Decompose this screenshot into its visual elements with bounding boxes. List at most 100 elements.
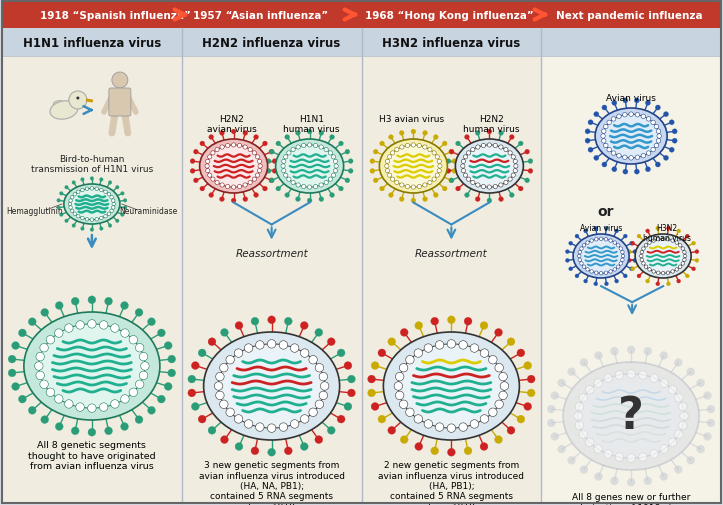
Circle shape [527, 389, 535, 397]
Circle shape [518, 142, 523, 146]
Circle shape [675, 430, 683, 439]
Circle shape [517, 349, 525, 357]
Circle shape [255, 423, 264, 431]
Circle shape [576, 402, 583, 411]
Circle shape [461, 160, 466, 164]
Circle shape [234, 415, 243, 423]
Circle shape [480, 322, 488, 330]
Circle shape [627, 454, 636, 463]
Circle shape [435, 341, 444, 349]
Circle shape [525, 179, 529, 183]
Circle shape [480, 349, 489, 358]
Circle shape [487, 143, 492, 148]
Circle shape [388, 135, 393, 140]
Circle shape [594, 473, 602, 480]
Circle shape [677, 229, 680, 233]
Circle shape [72, 427, 79, 435]
Circle shape [675, 359, 683, 367]
Circle shape [644, 244, 648, 247]
Circle shape [368, 375, 375, 383]
Circle shape [121, 302, 129, 310]
Circle shape [268, 448, 275, 456]
Circle shape [681, 262, 685, 266]
Circle shape [579, 394, 588, 402]
Circle shape [100, 321, 108, 330]
Circle shape [654, 125, 659, 129]
Circle shape [337, 349, 345, 357]
Circle shape [268, 340, 276, 348]
Circle shape [692, 267, 696, 271]
Circle shape [266, 169, 271, 174]
Text: Avian virus: Avian virus [606, 94, 656, 103]
Circle shape [432, 178, 436, 182]
Circle shape [285, 135, 290, 140]
Circle shape [87, 404, 96, 413]
Circle shape [464, 318, 472, 326]
Circle shape [646, 118, 651, 122]
Circle shape [81, 178, 84, 182]
Circle shape [255, 341, 264, 349]
Circle shape [46, 388, 55, 397]
Circle shape [599, 272, 603, 275]
Circle shape [574, 412, 582, 420]
Circle shape [675, 241, 678, 245]
Text: Neuraminidase: Neuraminidase [119, 206, 178, 215]
Circle shape [604, 272, 608, 275]
Circle shape [226, 144, 230, 148]
Circle shape [612, 118, 616, 122]
Circle shape [345, 179, 350, 183]
Text: 2 new genetic segments from
avian influenza virus introduced
(HA, PB1);
containe: 2 new genetic segments from avian influe… [378, 461, 524, 505]
Circle shape [557, 379, 565, 387]
Circle shape [664, 113, 669, 118]
Circle shape [667, 227, 670, 231]
Circle shape [594, 238, 598, 241]
Circle shape [12, 342, 20, 350]
Circle shape [628, 259, 631, 263]
Circle shape [424, 420, 432, 428]
Circle shape [68, 203, 72, 207]
Circle shape [226, 185, 230, 189]
Circle shape [395, 391, 404, 400]
Text: 1918 “Spanish influenza”: 1918 “Spanish influenza” [40, 11, 191, 21]
Ellipse shape [46, 331, 139, 402]
Circle shape [85, 188, 89, 191]
Circle shape [615, 371, 623, 379]
Circle shape [276, 187, 281, 191]
Circle shape [588, 148, 593, 153]
Circle shape [348, 389, 355, 397]
Circle shape [237, 144, 241, 148]
Circle shape [423, 131, 427, 136]
Circle shape [471, 181, 475, 185]
Circle shape [399, 197, 404, 202]
Circle shape [28, 318, 36, 326]
Circle shape [378, 349, 386, 357]
Ellipse shape [641, 239, 685, 274]
Circle shape [309, 356, 317, 364]
Text: H1N1
human virus: H1N1 human virus [283, 115, 340, 134]
Ellipse shape [70, 189, 114, 220]
Circle shape [666, 272, 669, 275]
Circle shape [656, 238, 660, 241]
Circle shape [371, 362, 379, 370]
Circle shape [296, 183, 300, 188]
Circle shape [103, 215, 107, 219]
Circle shape [642, 247, 645, 251]
Circle shape [188, 389, 196, 397]
Circle shape [338, 142, 343, 146]
Bar [181, 57, 362, 503]
Circle shape [459, 423, 468, 431]
Text: H3 avian virus: H3 avian virus [379, 115, 444, 124]
Circle shape [399, 131, 404, 136]
Circle shape [411, 185, 416, 190]
Circle shape [395, 373, 404, 381]
Circle shape [64, 324, 73, 333]
Circle shape [604, 144, 608, 148]
Circle shape [656, 130, 661, 134]
Circle shape [678, 244, 682, 247]
Circle shape [617, 266, 620, 269]
Circle shape [459, 341, 468, 349]
Circle shape [448, 448, 455, 456]
Circle shape [619, 262, 623, 266]
Text: Reassortment: Reassortment [415, 249, 488, 259]
Circle shape [644, 266, 648, 269]
